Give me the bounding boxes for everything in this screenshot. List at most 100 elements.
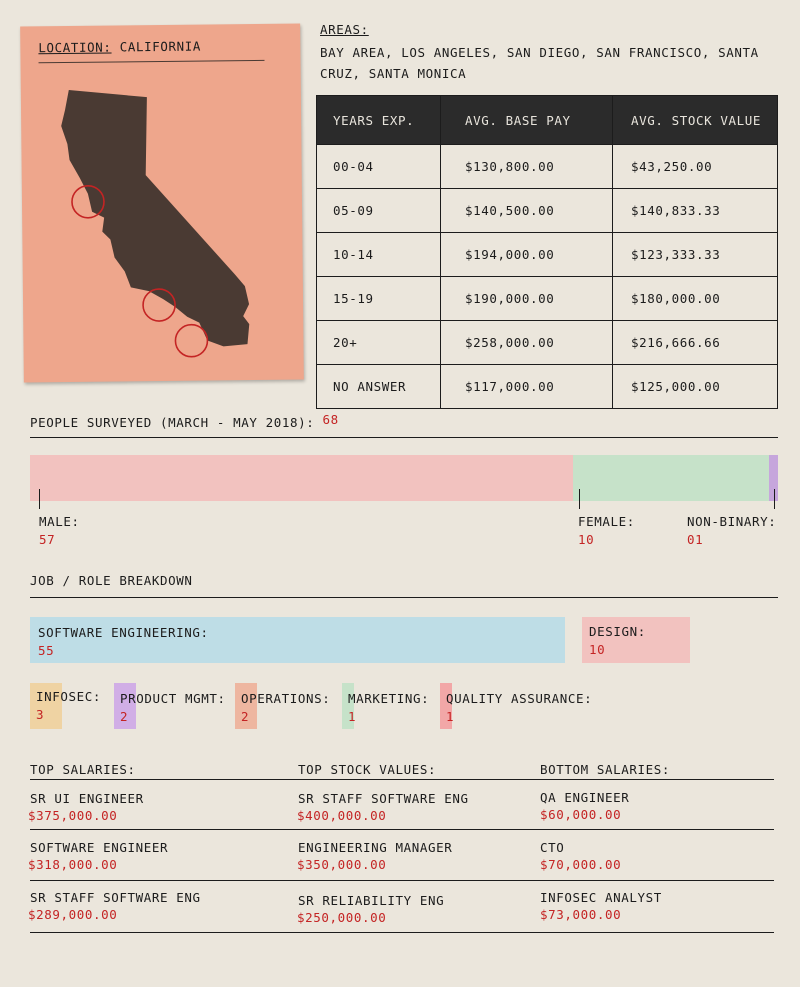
role-chip-marketing <box>342 683 354 729</box>
gender-label-nonbinary: NON-BINARY: <box>687 514 777 529</box>
table-row: 05-09 $140,500.00 $140,833.33 <box>316 188 778 233</box>
cell-base: $190,000.00 <box>440 276 613 321</box>
role-label-quality-assurance: QUALITY ASSURANCE: <box>446 691 593 706</box>
table-row: NO ANSWER $117,000.00 $125,000.00 <box>316 364 778 409</box>
cell-years: 00-04 <box>316 144 441 189</box>
roles-title: JOB / ROLE BREAKDOWN <box>30 573 193 588</box>
table-row: 10-14 $194,000.00 $123,333.33 <box>316 232 778 277</box>
list-item-amount: $250,000.00 <box>297 910 387 925</box>
surveyed-line: PEOPLE SURVEYED (MARCH - MAY 2018): 68 <box>30 412 339 430</box>
bottom-salaries-title: BOTTOM SALARIES: <box>540 762 671 777</box>
cell-years: 15-19 <box>316 276 441 321</box>
cell-years: 05-09 <box>316 188 441 233</box>
table-row: 15-19 $190,000.00 $180,000.00 <box>316 276 778 321</box>
list-item-role: INFOSEC ANALYST <box>540 890 662 905</box>
role-chip-product-mgmt <box>114 683 136 729</box>
role-value-marketing: 1 <box>348 709 357 724</box>
list-item-role: SR STAFF SOFTWARE ENG <box>30 890 201 905</box>
cell-stock: $125,000.00 <box>612 364 778 409</box>
california-map-icon <box>61 89 250 358</box>
pay-table-header: YEARS EXP. AVG. BASE PAY AVG. STOCK VALU… <box>316 95 778 145</box>
role-label-product-mgmt: PRODUCT MGMT: <box>120 691 226 706</box>
lists-divider <box>30 932 774 933</box>
role-chip-software-engineering <box>30 617 565 663</box>
cell-stock: $43,250.00 <box>612 144 778 189</box>
circle-marker-icon <box>174 323 209 358</box>
list-item-amount: $375,000.00 <box>28 808 118 823</box>
lists-divider <box>30 880 774 881</box>
top-salaries-title: TOP SALARIES: <box>30 762 136 777</box>
cell-base: $194,000.00 <box>440 232 613 277</box>
location-card: LOCATION: CALIFORNIA <box>20 23 304 383</box>
surveyed-count: 68 <box>322 412 339 427</box>
surveyed-label: PEOPLE SURVEYED (MARCH - MAY 2018): <box>30 415 315 430</box>
gender-tick <box>579 489 580 509</box>
gender-bar-male <box>30 455 573 501</box>
role-value-quality-assurance: 1 <box>446 709 455 724</box>
cell-years: 20+ <box>316 320 441 365</box>
role-label-design: DESIGN: <box>589 624 646 639</box>
header-base-pay: AVG. BASE PAY <box>440 95 613 145</box>
list-item-amount: $400,000.00 <box>297 808 387 823</box>
circle-marker-icon <box>71 184 105 219</box>
role-value-infosec: 3 <box>36 707 45 722</box>
table-row: 20+ $258,000.00 $216,666.66 <box>316 320 778 365</box>
list-item-amount: $289,000.00 <box>28 907 118 922</box>
role-label-marketing: MARKETING: <box>348 691 430 706</box>
cell-years: 10-14 <box>316 232 441 277</box>
list-item-amount: $60,000.00 <box>540 807 622 822</box>
role-value-product-mgmt: 2 <box>120 709 129 724</box>
lists-divider <box>30 779 774 780</box>
gender-bar-female <box>573 455 769 501</box>
list-item-amount: $70,000.00 <box>540 857 622 872</box>
list-item-amount: $350,000.00 <box>297 857 387 872</box>
role-chip-quality-assurance <box>440 683 452 729</box>
cell-base: $117,000.00 <box>440 364 613 409</box>
list-item-role: ENGINEERING MANAGER <box>298 840 453 855</box>
lists-divider <box>30 829 774 830</box>
table-row: 00-04 $130,800.00 $43,250.00 <box>316 144 778 189</box>
role-chip-operations <box>235 683 257 729</box>
areas-title: AREAS: <box>320 22 369 37</box>
cell-base: $130,800.00 <box>440 144 613 189</box>
gender-bar-nonbinary <box>769 455 778 501</box>
list-item-role: SR UI ENGINEER <box>30 791 144 806</box>
gender-value-male: 57 <box>39 532 56 547</box>
cell-base: $258,000.00 <box>440 320 613 365</box>
california-shape <box>61 89 250 347</box>
cell-stock: $123,333.33 <box>612 232 778 277</box>
cell-stock: $180,000.00 <box>612 276 778 321</box>
gender-tick <box>39 489 40 509</box>
list-item-role: SR RELIABILITY ENG <box>298 893 445 908</box>
roles-divider <box>30 597 778 598</box>
role-chip-infosec <box>30 683 62 729</box>
gender-value-nonbinary: 01 <box>687 532 704 547</box>
list-item-amount: $318,000.00 <box>28 857 118 872</box>
gender-label-female: FEMALE: <box>578 514 635 529</box>
list-item-role: SOFTWARE ENGINEER <box>30 840 169 855</box>
list-item-role: CTO <box>540 840 565 855</box>
header-stock-value: AVG. STOCK VALUE <box>612 95 778 145</box>
gender-tick <box>774 489 775 509</box>
header-years: YEARS EXP. <box>316 95 441 145</box>
list-item-role: QA ENGINEER <box>540 790 630 805</box>
list-item-amount: $73,000.00 <box>540 907 622 922</box>
gender-label-male: MALE: <box>39 514 80 529</box>
role-label-infosec: INFOSEC: <box>36 689 102 704</box>
list-item-role: SR STAFF SOFTWARE ENG <box>298 791 469 806</box>
top-stock-title: TOP STOCK VALUES: <box>298 762 437 777</box>
role-value-design: 10 <box>589 642 606 657</box>
cell-stock: $140,833.33 <box>612 188 778 233</box>
role-label-software-engineering: SOFTWARE ENGINEERING: <box>38 625 209 640</box>
areas-list: BAY AREA, LOS ANGELES, SAN DIEGO, SAN FR… <box>320 45 759 81</box>
surveyed-divider <box>30 437 778 438</box>
gender-value-female: 10 <box>578 532 595 547</box>
role-value-operations: 2 <box>241 709 250 724</box>
cell-stock: $216,666.66 <box>612 320 778 365</box>
role-label-operations: OPERATIONS: <box>241 691 331 706</box>
cell-base: $140,500.00 <box>440 188 613 233</box>
circle-marker-icon <box>142 288 176 322</box>
role-value-software-engineering: 55 <box>38 643 55 658</box>
role-chip-design <box>582 617 690 663</box>
pay-table: YEARS EXP. AVG. BASE PAY AVG. STOCK VALU… <box>316 95 778 409</box>
